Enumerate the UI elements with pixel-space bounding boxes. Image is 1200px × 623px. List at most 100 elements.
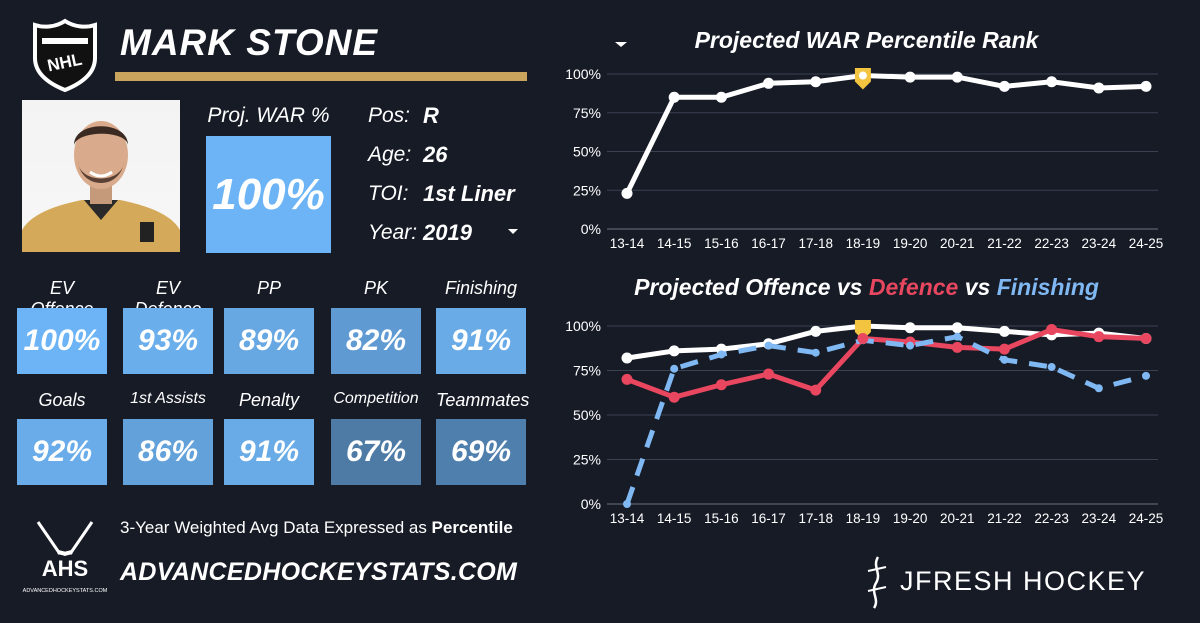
x-tick-label: 20-21 (940, 236, 975, 251)
data-point (764, 341, 773, 350)
x-tick-label: 15-16 (704, 236, 739, 251)
x-tick-label: 13-14 (610, 511, 645, 526)
data-point (951, 341, 963, 353)
chart-title-part: Defence (869, 274, 959, 300)
data-point (763, 368, 775, 380)
data-point (668, 345, 680, 357)
data-point (717, 350, 726, 359)
data-point (623, 500, 631, 508)
data-point (811, 348, 820, 357)
metric-value-pp: 89% (224, 308, 314, 374)
data-point (1046, 324, 1058, 336)
chart-title: Projected Offence vs Defence vs Finishin… (634, 274, 1099, 300)
data-point (1093, 82, 1105, 94)
metric-value-pk: 82% (331, 308, 421, 374)
footer-note-bold: Percentile (431, 518, 513, 537)
chart-title-part: Finishing (997, 274, 1099, 300)
x-tick-label: 18-19 (846, 511, 881, 526)
data-point (1047, 362, 1056, 371)
data-point (763, 77, 775, 89)
chart-menu-icon[interactable] (615, 42, 627, 47)
year-dropdown-icon[interactable] (507, 228, 519, 236)
x-tick-label: 23-24 (1082, 511, 1117, 526)
x-tick-label: 24-25 (1129, 511, 1164, 526)
ahs-logo-sub: ADVANCEDHOCKEYSTATS.COM (23, 588, 108, 594)
y-tick-label: 50% (573, 144, 601, 160)
y-tick-label: 100% (565, 318, 601, 334)
y-tick-label: 75% (573, 105, 601, 121)
x-tick-label: 23-24 (1082, 236, 1117, 251)
x-tick-label: 19-20 (893, 236, 928, 251)
war-percentile-chart: Projected WAR Percentile Rank 0% 25% 50% 75%… (565, 27, 1163, 251)
player-photo (22, 100, 180, 252)
x-tick-label: 20-21 (940, 511, 975, 526)
data-point (621, 373, 633, 385)
x-tick-label: 18-19 (846, 236, 881, 251)
metric-label-competition: Competition (333, 390, 419, 407)
x-tick-label: 21-22 (987, 236, 1022, 251)
metric-value-competition: 67% (331, 419, 421, 485)
pos-label: Pos: (368, 104, 411, 127)
series-line-offence (624, 323, 1149, 361)
metric-value-ev-offence: 100% (17, 308, 107, 374)
ahs-logo-text: AHS (42, 556, 88, 581)
proj-war-value: 100% (206, 136, 331, 253)
data-point (951, 71, 963, 83)
x-tick-label: 21-22 (987, 511, 1022, 526)
metric-label-1st-assists: 1st Assists (130, 390, 206, 407)
metric-label-pp: PP (256, 278, 281, 298)
metric-value-1st-assists: 86% (123, 419, 213, 485)
data-point (1140, 80, 1152, 92)
metric-label-goals: Goals (38, 390, 86, 410)
chart-title: Projected WAR Percentile Rank (695, 27, 1040, 53)
x-tick-label: 17-18 (798, 236, 833, 251)
footer-note-prefix: 3-Year Weighted Avg Data Expressed as (120, 518, 432, 537)
data-point (1094, 384, 1103, 393)
toi-label: TOI: (368, 182, 409, 205)
age-value: 26 (423, 142, 448, 167)
data-point (621, 187, 633, 199)
data-point (810, 384, 822, 396)
nhl-logo: NHL (33, 18, 97, 93)
y-tick-label: 50% (573, 407, 601, 423)
data-point (810, 76, 822, 88)
year-value[interactable]: 2019 (423, 220, 472, 245)
data-point (904, 71, 916, 83)
data-point (951, 322, 963, 334)
data-point (904, 322, 916, 334)
x-tick-label: 15-16 (704, 511, 739, 526)
jfresh-hockey-brand: JFRESH HOCKEY (900, 566, 1147, 596)
x-tick-label: 22-23 (1034, 236, 1069, 251)
year-label: Year: (368, 221, 418, 244)
data-point (715, 379, 727, 391)
x-tick-label: 17-18 (798, 511, 833, 526)
metric-label-teammates: Teammates (436, 390, 530, 410)
series-line-war (624, 73, 1149, 196)
data-point (906, 341, 915, 350)
metric-value-penalty: 91% (224, 419, 314, 485)
current-season-point (857, 332, 869, 344)
title-underline (115, 72, 527, 81)
metric-value-ev-defence: 93% (123, 308, 213, 374)
x-tick-label: 16-17 (751, 511, 786, 526)
chart-title-part: Projected Offence vs (634, 274, 869, 300)
data-point (998, 80, 1010, 92)
ahs-logo: AHS ADVANCEDHOCKEYSTATS.COM (23, 521, 108, 594)
data-point (1093, 331, 1105, 343)
offence-defence-finishing-chart: Projected Offence vs Defence vs Finishin… (565, 274, 1163, 526)
player-name: MARK STONE (120, 22, 379, 63)
age-label: Age: (368, 143, 412, 166)
data-point (998, 343, 1010, 355)
metric-label-pk: PK (363, 278, 388, 298)
footer-site[interactable]: ADVANCEDHOCKEYSTATS.COM (120, 558, 518, 586)
toi-value: 1st Liner (423, 181, 515, 206)
data-point (1046, 76, 1058, 88)
x-tick-label: 14-15 (657, 511, 692, 526)
data-point (1142, 371, 1150, 380)
series-line-finishing (624, 334, 1147, 505)
data-point (998, 325, 1010, 337)
y-tick-label: 100% (565, 66, 601, 82)
y-tick-label: 25% (573, 452, 601, 468)
metric-value-finishing: 91% (436, 308, 526, 374)
